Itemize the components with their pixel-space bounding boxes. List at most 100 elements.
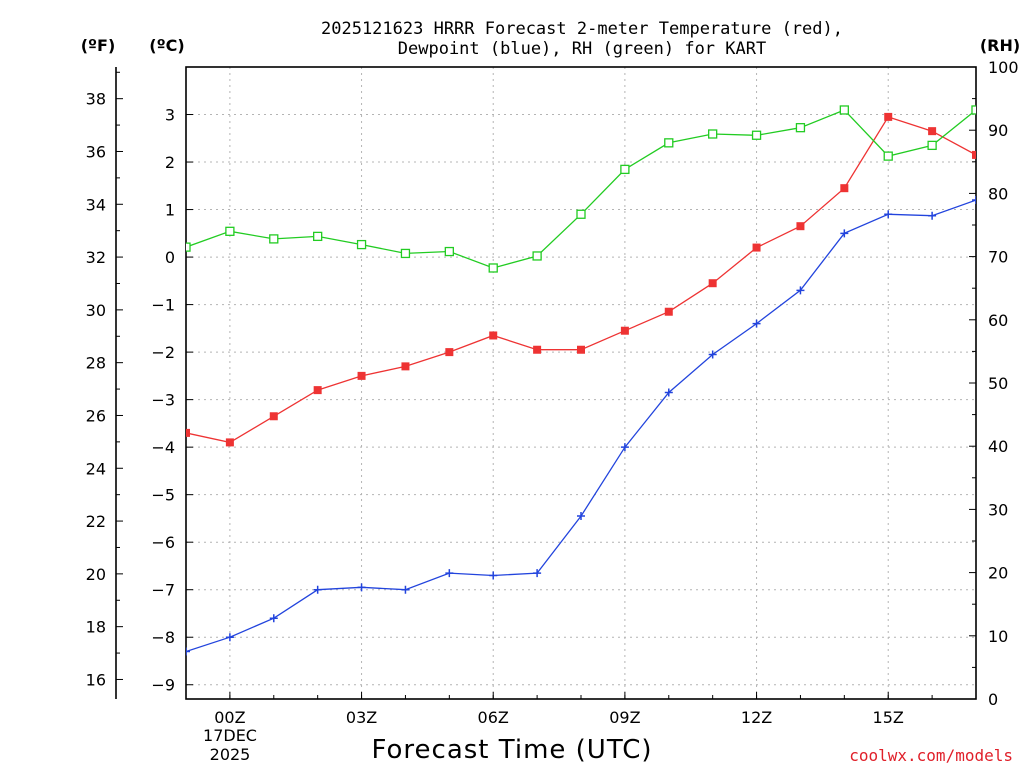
rh-data-point [708,129,718,139]
celsius-tick-label: 2 [165,153,175,172]
fahrenheit-tick-label: 24 [86,459,106,478]
celsius-tick-label: −3 [151,391,175,410]
rh-tick-label: 90 [988,121,1008,140]
fahrenheit-tick-label: 34 [86,195,106,214]
temperature-data-point [708,279,717,288]
rh-data-point [488,263,498,273]
celsius-tick-label: −9 [151,676,175,695]
chart-title-line2: Dewpoint (blue), RH (green) for KART [398,39,766,59]
rh-unit-label: (RH) [980,36,1020,55]
rh-data-point [356,239,367,250]
chart-tick-labels: 3836343230282624222018163210−1−2−3−4−5−6… [86,58,1019,727]
rh-tick-label: 0 [988,690,998,709]
date-label-line1: 17DEC [203,726,257,745]
fahrenheit-tick-label: 16 [86,670,106,689]
temperature-data-point [401,362,410,371]
chart-title-line1: 2025121623 HRRR Forecast 2-meter Tempera… [321,19,843,39]
x-tick-label: 12Z [741,708,772,727]
fahrenheit-tick-label: 30 [86,301,106,320]
rh-data-point [751,130,762,140]
temperature-data-point [357,371,366,380]
temperature-data-point [313,386,322,395]
temperature-data-point [664,307,673,316]
fahrenheit-tick-label: 22 [86,512,106,531]
credit-link[interactable]: coolwx.com/models [849,746,1013,765]
dewpoint-data-point [313,585,322,594]
x-tick-label: 09Z [609,708,640,727]
dewpoint-data-point [708,350,717,359]
rh-data-point [795,123,806,133]
rh-data-point [269,234,279,244]
rh-data-point [313,231,323,242]
fahrenheit-tick-label: 28 [86,354,106,373]
rh-data-point [664,138,674,148]
temperature-data-point [620,326,629,335]
dewpoint-data-point [401,585,410,594]
temperature-data-point [533,345,542,354]
temperature-series-line [186,116,976,444]
celsius-tick-label: −1 [151,296,175,315]
x-tick-label: 15Z [873,708,904,727]
chart-axes [115,66,977,700]
rh-data-point [927,140,937,151]
chart-gridlines [186,67,976,699]
celsius-tick-label: −5 [151,486,175,505]
rh-data-point [400,248,411,259]
temperature-data-point [752,243,761,252]
temperature-data-point [972,150,976,159]
fahrenheit-tick-label: 38 [86,90,106,109]
celsius-tick-label: 0 [165,248,175,267]
dewpoint-data-point [796,286,805,295]
rh-data-point [620,164,630,175]
temperature-data-point [577,345,585,354]
rh-tick-label: 80 [988,184,1008,203]
dewpoint-data-point [972,196,976,205]
dewpoint-data-point [620,443,629,452]
rh-data-point [839,105,849,115]
dewpoint-data-point [186,647,190,656]
dewpoint-data-point [928,211,937,220]
temperature-data-point [884,112,893,121]
temperature-data-point [225,438,234,447]
rh-data-point [576,209,586,219]
x-tick-label: 06Z [478,708,509,727]
dewpoint-data-point [884,210,893,219]
temperature-data-point [840,184,849,193]
rh-series-line [186,109,976,269]
dewpoint-data-point [225,633,234,642]
rh-tick-label: 100 [988,58,1019,77]
temperature-data-point [928,127,937,136]
rh-tick-label: 50 [988,374,1008,393]
dewpoint-data-point [664,388,673,397]
temperature-data-point [186,428,190,437]
dewpoint-data-point [840,229,849,238]
dewpoint-data-point [445,569,454,578]
dewpoint-series-line [186,199,976,653]
rh-tick-label: 60 [988,311,1008,330]
celsius-tick-label: −8 [151,628,175,647]
celsius-tick-label: 3 [165,106,175,125]
celsius-unit-label: (ºC) [149,36,184,55]
rh-tick-label: 20 [988,564,1008,583]
celsius-tick-label: 1 [165,201,175,220]
rh-tick-label: 40 [988,437,1008,456]
fahrenheit-tick-label: 36 [86,142,106,161]
date-label-line2: 2025 [210,745,251,764]
fahrenheit-tick-label: 26 [86,406,106,425]
dewpoint-data-point [533,569,542,578]
rh-data-point [883,151,893,161]
celsius-tick-label: −4 [151,438,175,457]
celsius-tick-label: −2 [151,343,175,362]
x-tick-label: 00Z [214,708,245,727]
dewpoint-data-point [357,583,366,592]
dewpoint-data-point [489,571,498,580]
dewpoint-data-point [269,614,278,623]
x-axis-title: Forecast Time (UTC) [371,735,652,765]
fahrenheit-unit-label: (ºF) [81,36,116,55]
temperature-data-point [489,331,498,340]
rh-data-point [971,105,976,115]
rh-data-point [444,246,454,257]
rh-tick-label: 70 [988,248,1008,267]
chart-plot-area [186,105,976,656]
